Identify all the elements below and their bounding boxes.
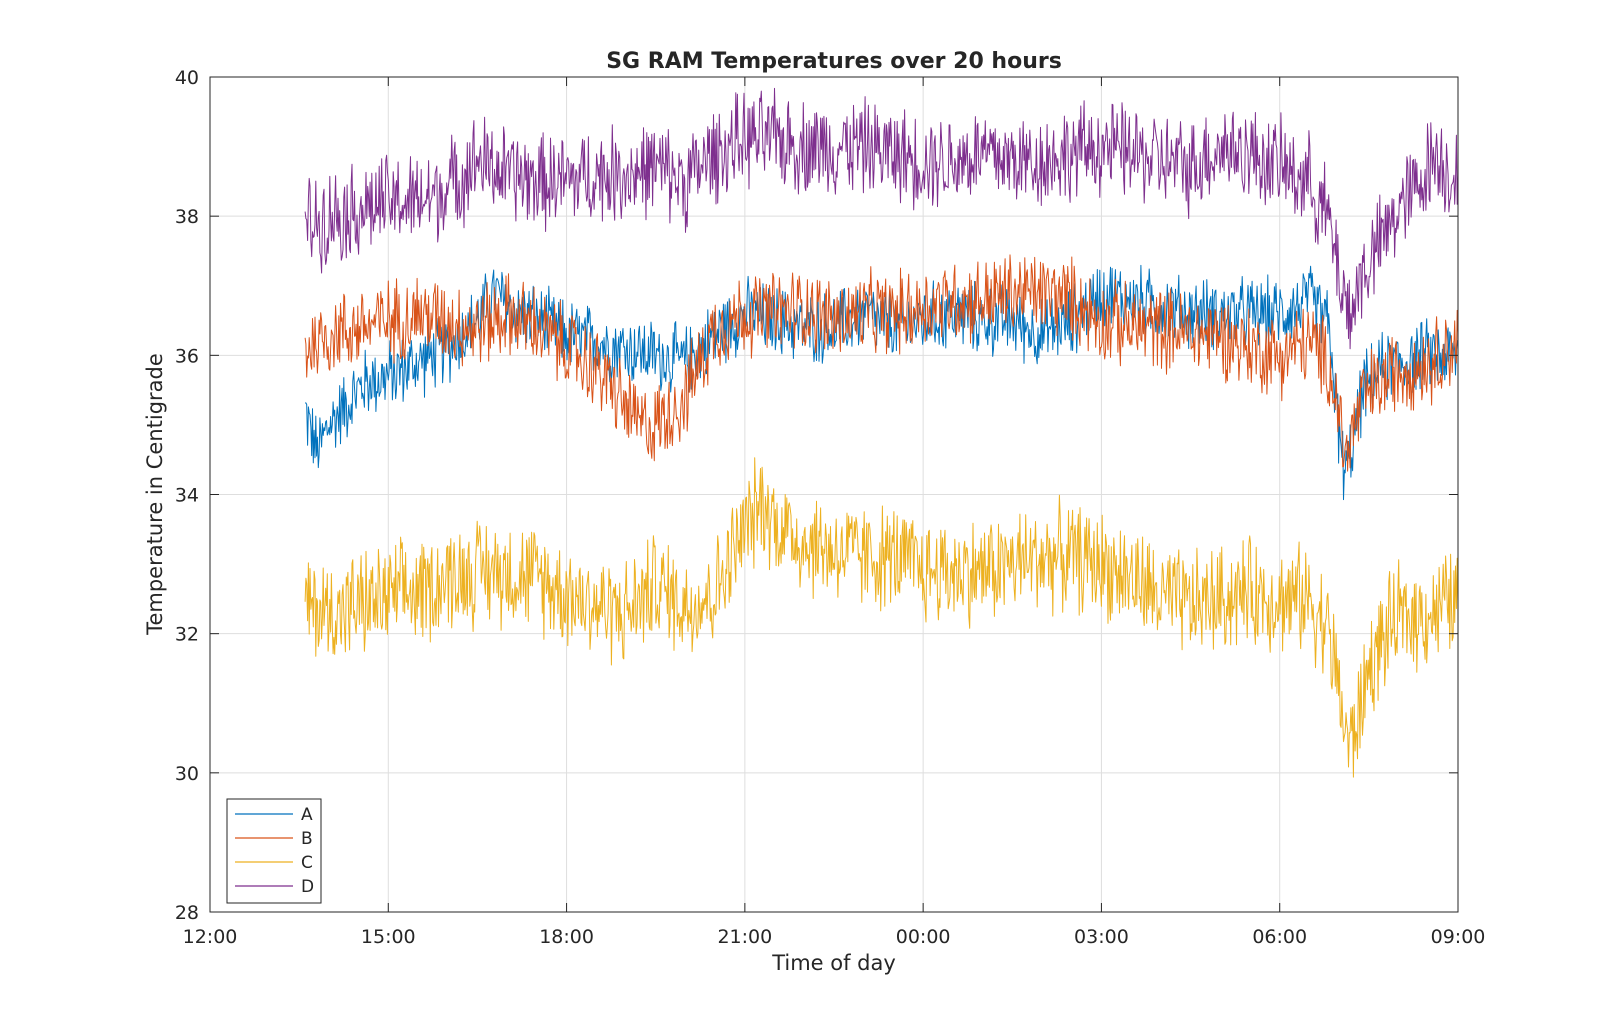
chart-title: SG RAM Temperatures over 20 hours xyxy=(606,49,1062,74)
series-line-b xyxy=(304,254,1459,472)
y-tick-label: 40 xyxy=(175,67,199,89)
y-tick-label: 36 xyxy=(175,345,199,367)
y-axis-label: Temperature in Centigrade xyxy=(143,353,167,636)
x-tick-label: 15:00 xyxy=(361,926,416,948)
legend-label-c: C xyxy=(301,853,313,873)
y-tick-label: 32 xyxy=(175,624,199,646)
x-tick-label: 12:00 xyxy=(183,926,238,948)
legend-label-b: B xyxy=(301,829,313,849)
x-tick-label: 06:00 xyxy=(1252,926,1307,948)
y-tick-label: 30 xyxy=(175,763,199,785)
x-tick-label: 21:00 xyxy=(717,926,772,948)
x-tick-label: 03:00 xyxy=(1074,926,1129,948)
legend-label-d: D xyxy=(301,877,314,897)
y-tick-label: 38 xyxy=(175,206,199,228)
legend-label-a: A xyxy=(301,805,313,825)
axis-ticks: 12:00 15:00 18:00 21:00 00:00 03:00 06:00 09:00… xyxy=(175,67,1486,948)
series-line-d xyxy=(304,87,1459,350)
y-tick-label: 28 xyxy=(175,902,199,924)
data-series-layer xyxy=(304,87,1459,778)
series-line-c xyxy=(304,457,1459,778)
y-tick-label: 34 xyxy=(175,485,199,507)
x-axis-label: Time of day xyxy=(771,951,896,975)
x-tick-label: 09:00 xyxy=(1431,926,1486,948)
x-tick-label: 00:00 xyxy=(896,926,951,948)
x-tick-label: 18:00 xyxy=(539,926,594,948)
